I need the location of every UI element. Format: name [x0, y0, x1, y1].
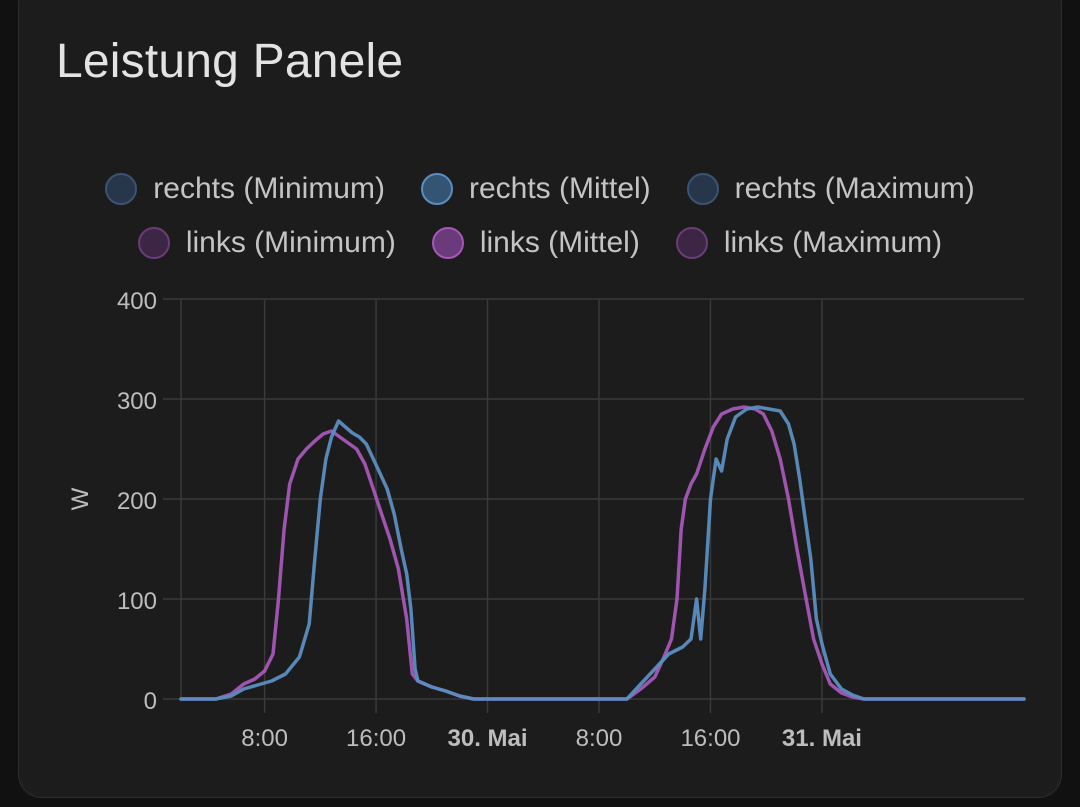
legend-label: rechts (Minimum): [153, 172, 385, 205]
legend-label: links (Mittel): [479, 226, 640, 259]
legend-swatch: [686, 173, 719, 205]
x-tick-label: 31. Mai: [782, 725, 862, 752]
legend-item-links-mittel[interactable]: links (Mittel): [431, 226, 640, 260]
legend-label: links (Minimum): [185, 226, 396, 259]
legend-swatch: [431, 227, 464, 259]
legend-swatch: [105, 173, 138, 205]
x-tick-label: 30. Mai: [448, 725, 528, 752]
legend-label: rechts (Maximum): [734, 172, 975, 205]
y-tick-label: 100: [117, 588, 157, 615]
y-axis-label: W: [67, 487, 94, 510]
x-tick-label: 8:00: [576, 725, 623, 752]
legend-item-links-maximum[interactable]: links (Maximum): [675, 226, 943, 260]
series-line-links-mittel: [179, 405, 1026, 701]
x-tick-label: 8:00: [241, 725, 288, 752]
legend-item-links-minimum[interactable]: links (Minimum): [137, 226, 396, 260]
legend-row-1: rechts (Minimum) rechts (Mittel) rechts …: [0, 172, 1080, 206]
y-tick-label: 300: [117, 388, 157, 415]
legend-row-2: links (Minimum) links (Mittel) links (Ma…: [0, 226, 1080, 260]
legend-swatch: [420, 173, 453, 205]
card-title: Leistung Panele: [56, 35, 404, 88]
y-tick-label: 0: [144, 688, 157, 715]
x-tick-label: 16:00: [346, 725, 406, 752]
legend-item-rechts-maximum[interactable]: rechts (Maximum): [686, 172, 975, 206]
series-line-rechts-mittel: [179, 405, 1026, 701]
y-tick-label: 400: [117, 288, 157, 315]
x-tick-label: 16:00: [680, 725, 740, 752]
y-tick-label: 200: [117, 488, 157, 515]
legend-swatch: [137, 227, 170, 259]
legend-label: links (Maximum): [723, 226, 943, 259]
legend-item-rechts-mittel[interactable]: rechts (Mittel): [420, 172, 651, 206]
legend-swatch: [675, 227, 708, 259]
legend-label: rechts (Mittel): [468, 172, 651, 205]
legend-item-rechts-minimum[interactable]: rechts (Minimum): [105, 172, 385, 206]
